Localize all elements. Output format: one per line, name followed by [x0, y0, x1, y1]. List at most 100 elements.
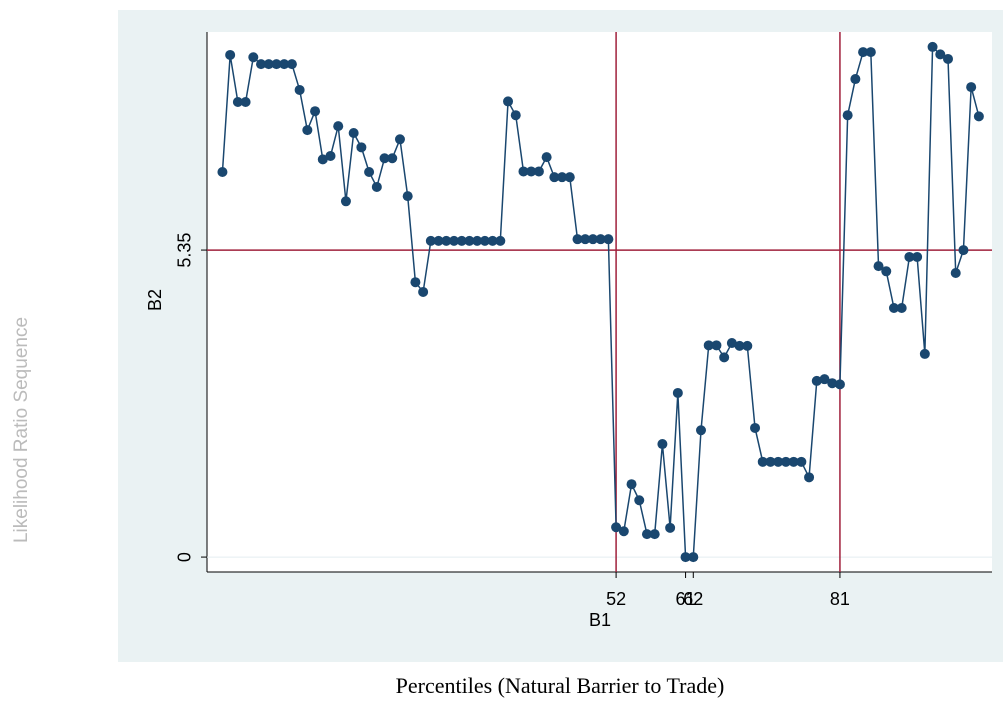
point — [394, 134, 405, 145]
point — [402, 191, 413, 202]
point — [858, 47, 869, 58]
point — [665, 522, 676, 533]
point — [263, 59, 274, 70]
y-title: Likelihood Ratio Sequence — [11, 317, 32, 543]
point — [564, 172, 575, 183]
point — [881, 266, 892, 277]
point — [703, 340, 714, 351]
point — [742, 340, 753, 351]
point — [634, 495, 645, 506]
point — [966, 82, 977, 93]
point — [487, 235, 498, 246]
point — [919, 348, 930, 359]
point — [711, 340, 722, 351]
point — [719, 352, 730, 363]
point — [796, 456, 807, 467]
point — [294, 84, 305, 95]
point — [804, 472, 815, 483]
point — [549, 172, 560, 183]
point — [541, 152, 552, 163]
point — [456, 235, 467, 246]
point — [271, 59, 282, 70]
point — [819, 374, 830, 385]
point — [896, 303, 907, 314]
point — [364, 167, 375, 178]
point — [773, 456, 784, 467]
x-title: Percentiles (Natural Barrier to Trade) — [396, 673, 725, 698]
point — [943, 53, 954, 64]
point — [340, 196, 351, 207]
point — [441, 235, 452, 246]
point — [425, 235, 436, 246]
point — [526, 166, 537, 177]
point — [557, 172, 568, 183]
point — [495, 235, 506, 246]
point — [672, 387, 683, 398]
point — [533, 166, 544, 177]
point — [834, 379, 845, 390]
x-tick-label: 62 — [683, 589, 703, 609]
x-tick-label: 81 — [830, 589, 850, 609]
point — [510, 110, 521, 121]
point — [935, 49, 946, 60]
point — [371, 181, 382, 192]
point — [950, 268, 961, 279]
y-label: B2 — [145, 289, 165, 311]
point — [811, 375, 822, 386]
x-label: B1 — [589, 610, 611, 630]
point — [240, 97, 251, 108]
x-tick-label: 61 — [676, 589, 696, 609]
point — [348, 127, 359, 138]
point — [410, 277, 421, 288]
plot-region — [207, 32, 992, 572]
point — [356, 142, 367, 153]
point — [873, 261, 884, 272]
point — [827, 378, 838, 389]
point — [865, 47, 876, 58]
point — [418, 286, 429, 297]
point — [973, 111, 984, 122]
point — [904, 251, 915, 262]
point — [433, 235, 444, 246]
point — [927, 41, 938, 52]
point — [248, 52, 259, 63]
point — [518, 166, 529, 177]
point — [680, 552, 691, 563]
point — [626, 479, 637, 490]
point — [302, 125, 313, 136]
point — [888, 303, 899, 314]
point — [641, 529, 652, 540]
point — [603, 234, 614, 245]
point — [387, 153, 398, 164]
point — [842, 110, 853, 121]
point — [611, 522, 622, 533]
point — [850, 74, 861, 85]
point — [286, 59, 297, 70]
point — [618, 526, 629, 537]
point — [472, 235, 483, 246]
point — [734, 340, 745, 351]
point — [780, 456, 791, 467]
point — [479, 235, 490, 246]
point — [225, 49, 236, 60]
point — [765, 456, 776, 467]
point — [726, 338, 737, 349]
point — [217, 167, 228, 178]
point — [379, 153, 390, 164]
point — [580, 234, 591, 245]
point — [449, 235, 460, 246]
point — [696, 425, 707, 436]
point — [587, 234, 598, 245]
point — [279, 59, 290, 70]
y-tick-label: 5.35 — [175, 233, 195, 268]
y-tick-label: 0 — [175, 552, 195, 562]
point — [649, 529, 660, 540]
point — [317, 154, 328, 165]
point — [595, 234, 606, 245]
point — [232, 97, 243, 108]
point — [788, 456, 799, 467]
point — [688, 552, 699, 563]
point — [256, 59, 267, 70]
point — [325, 150, 336, 161]
